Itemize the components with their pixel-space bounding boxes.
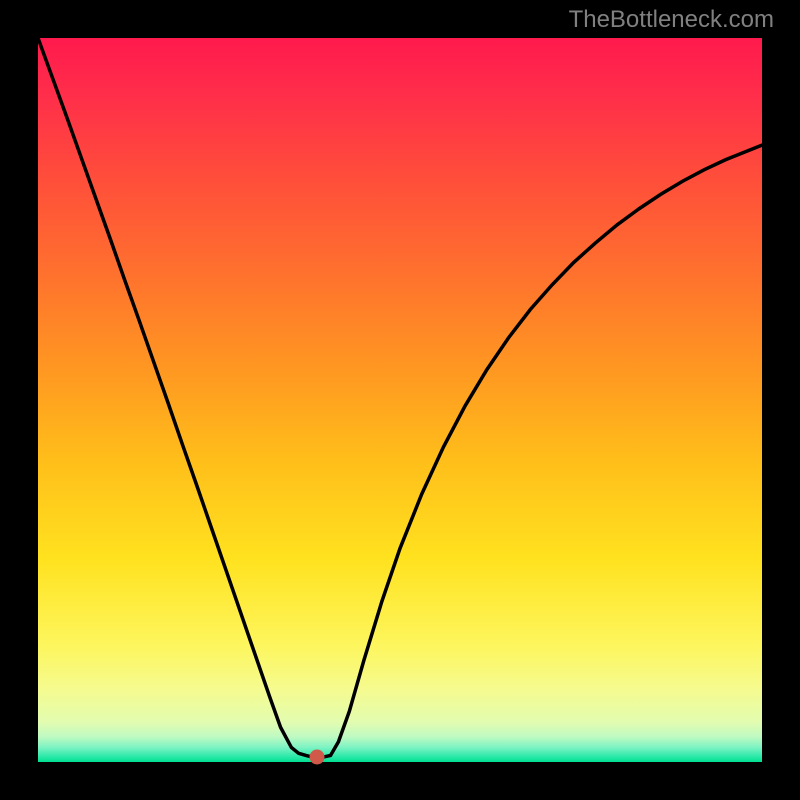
plot-area xyxy=(38,38,762,762)
curve-left-branch xyxy=(38,38,317,757)
bottleneck-marker xyxy=(310,749,325,764)
curve-layer xyxy=(38,38,762,762)
chart-container: TheBottleneck.com xyxy=(0,0,800,800)
watermark-text: TheBottleneck.com xyxy=(569,6,774,34)
curve-right-branch xyxy=(317,145,762,757)
